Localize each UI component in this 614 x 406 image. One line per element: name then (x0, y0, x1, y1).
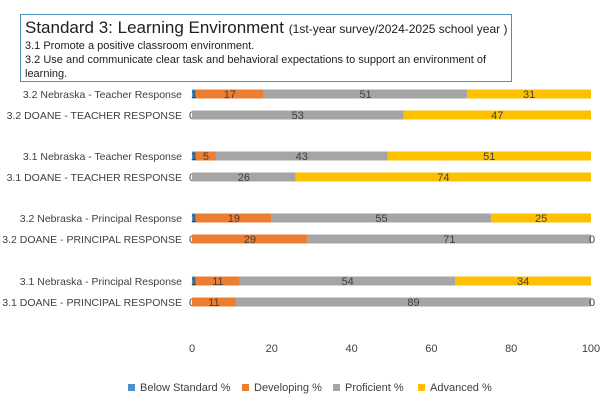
bar-advanced-7 (455, 276, 591, 286)
x-tick-label-0: 0 (189, 343, 195, 355)
data-label-below-standard-5: 1 (191, 213, 197, 225)
category-label-2: 3.2 DOANE - TEACHER RESPONSE (7, 110, 182, 122)
data-label-advanced-8: 0 (589, 297, 595, 309)
legend-label-proficient: Proficient % (345, 382, 404, 394)
legend-item-developing: Developing % (242, 382, 322, 394)
bar-proficient-3 (215, 151, 388, 161)
bar-below-standard-1 (192, 89, 196, 99)
legend-item-advanced: Advanced % (418, 382, 492, 394)
x-tick-label-40: 40 (345, 343, 357, 355)
data-label-proficient-4: 26 (238, 172, 250, 184)
legend-label-developing: Developing % (254, 382, 322, 394)
data-label-developing-3: 5 (203, 151, 209, 163)
standard-description-3-1: 3.1 Promote a positive classroom environ… (25, 40, 255, 52)
data-label-proficient-8: 89 (407, 297, 419, 309)
category-label-7: 3.1 Nebraska - Principal Response (20, 276, 182, 288)
bar-below-standard-3 (192, 151, 196, 161)
bar-advanced-1 (467, 89, 591, 99)
data-label-advanced-3: 51 (483, 151, 495, 163)
data-label-developing-8: 11 (208, 297, 219, 309)
bar-advanced-3 (387, 151, 591, 161)
legend-item-below-standard: Below Standard % (128, 382, 231, 394)
data-label-developing-7: 11 (212, 276, 223, 288)
bar-proficient-7 (239, 276, 456, 286)
bar-developing-7 (195, 276, 240, 286)
data-label-proficient-3: 43 (296, 151, 308, 163)
bar-developing-1 (195, 89, 264, 99)
data-label-developing-5: 19 (228, 213, 240, 225)
x-tick-label-20: 20 (266, 343, 278, 355)
data-label-proficient-1: 51 (359, 89, 371, 101)
bar-proficient-8 (235, 297, 591, 307)
data-label-below-standard-3: 1 (191, 151, 197, 163)
legend-swatch-developing (242, 384, 249, 391)
data-label-developing-1: 17 (224, 89, 236, 101)
chart-title-subtitle: (1st-year survey/2024-2025 school year ) (288, 22, 508, 36)
bar-advanced-4 (295, 172, 591, 182)
data-label-advanced-7: 34 (517, 276, 529, 288)
bar-developing-8 (192, 297, 236, 307)
bar-below-standard-7 (192, 276, 196, 286)
chart-title-main: Standard 3: Learning Environment (25, 18, 284, 37)
bar-below-standard-5 (192, 213, 196, 223)
bar-developing-5 (195, 213, 272, 223)
x-tick-label-100: 100 (582, 343, 600, 355)
category-label-5: 3.2 Nebraska - Principal Response (20, 213, 182, 225)
data-label-developing-6: 29 (244, 234, 256, 246)
bar-proficient-6 (307, 234, 591, 244)
standard-description-3-2: 3.2 Use and communicate clear task and b… (25, 54, 487, 66)
category-label-4: 3.1 DOANE - TEACHER RESPONSE (7, 172, 182, 184)
data-label-advanced-5: 25 (535, 213, 547, 225)
data-label-below-standard-1: 1 (191, 89, 197, 101)
chart-title-box: Standard 3: Learning Environment (1st-ye… (20, 14, 512, 82)
bar-advanced-2 (403, 110, 591, 120)
bar-developing-3 (195, 151, 216, 161)
x-tick-label-60: 60 (425, 343, 437, 355)
data-label-advanced-1: 31 (523, 89, 535, 101)
bar-developing-6 (192, 234, 308, 244)
x-tick-label-80: 80 (505, 343, 517, 355)
data-label-below-standard-7: 1 (191, 276, 197, 288)
chart-title: Standard 3: Learning Environment (1st-ye… (25, 18, 511, 39)
category-label-6: 3.2 DOANE - PRINCIPAL RESPONSE (2, 234, 182, 246)
category-label-1: 3.2 Nebraska - Teacher Response (23, 89, 182, 101)
bar-proficient-5 (271, 213, 492, 223)
legend-swatch-proficient (333, 384, 340, 391)
legend-label-advanced: Advanced % (430, 382, 492, 394)
data-label-proficient-2: 53 (292, 110, 304, 122)
legend-swatch-advanced (418, 384, 425, 391)
bar-proficient-4 (192, 172, 296, 182)
data-label-advanced-6: 0 (589, 234, 595, 246)
category-label-8: 3.1 DOANE - PRINCIPAL RESPONSE (2, 297, 182, 309)
data-label-advanced-4: 74 (437, 172, 449, 184)
bar-proficient-1 (263, 89, 468, 99)
data-label-proficient-7: 54 (341, 276, 353, 288)
standard-description-3-2-continued: learning. (25, 68, 68, 80)
data-label-advanced-2: 47 (491, 110, 503, 122)
legend-label-below-standard: Below Standard % (140, 382, 231, 394)
bar-advanced-5 (491, 213, 591, 223)
bar-proficient-2 (192, 110, 404, 120)
data-label-proficient-6: 71 (443, 234, 455, 246)
legend-item-proficient: Proficient % (333, 382, 404, 394)
data-label-proficient-5: 55 (375, 213, 387, 225)
legend-swatch-below-standard (128, 384, 135, 391)
category-label-3: 3.1 Nebraska - Teacher Response (23, 151, 182, 163)
